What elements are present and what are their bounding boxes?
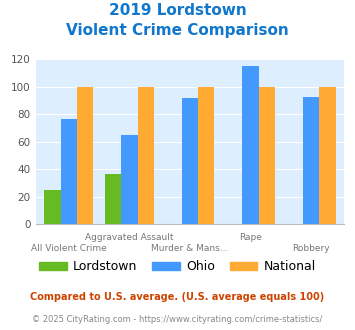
Text: Violent Crime Comparison: Violent Crime Comparison [66, 23, 289, 38]
Text: Aggravated Assault: Aggravated Assault [85, 233, 174, 242]
Bar [259, 87, 275, 224]
Bar [61, 118, 77, 224]
Text: All Violent Crime: All Violent Crime [31, 244, 107, 253]
Text: © 2025 CityRating.com - https://www.cityrating.com/crime-statistics/: © 2025 CityRating.com - https://www.city… [32, 315, 323, 324]
Bar [77, 87, 93, 224]
Text: Murder & Mans...: Murder & Mans... [151, 244, 229, 253]
Bar [44, 190, 61, 224]
Bar [105, 174, 121, 224]
Text: Compared to U.S. average. (U.S. average equals 100): Compared to U.S. average. (U.S. average … [31, 292, 324, 302]
Bar [242, 66, 259, 224]
Bar [137, 87, 154, 224]
Bar [121, 135, 137, 224]
Bar [303, 96, 319, 224]
Bar [198, 87, 214, 224]
Bar [319, 87, 335, 224]
Text: 2019 Lordstown: 2019 Lordstown [109, 3, 246, 18]
Bar [182, 98, 198, 224]
Legend: Lordstown, Ohio, National: Lordstown, Ohio, National [34, 255, 321, 279]
Text: Robbery: Robbery [292, 244, 330, 253]
Text: Rape: Rape [239, 233, 262, 242]
